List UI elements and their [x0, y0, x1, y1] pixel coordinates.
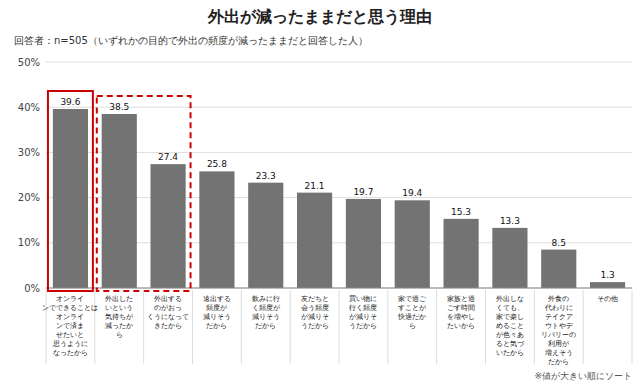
bar: [541, 250, 576, 288]
grid-line: [46, 288, 632, 289]
x-tick-label: 家族と過ごす時間を増やしたいから: [447, 295, 475, 330]
data-label: 8.5: [552, 238, 566, 248]
x-tick-label: 外出するのがおっくうになってきたから: [147, 295, 189, 330]
x-tick-label: 家で過ごすことが快適だから: [397, 295, 427, 330]
grid-line: [46, 107, 632, 108]
label-divider: [143, 290, 144, 364]
data-label: 19.4: [402, 188, 422, 198]
x-tick-label: 遠出する頻度が減りそうだから: [203, 295, 231, 330]
x-tick-label: 外食の代わりにテイクアウトやデリバリーの利用が増えそうだから: [541, 295, 576, 366]
data-label: 27.4: [158, 152, 178, 162]
bar: [444, 219, 479, 288]
label-divider: [632, 290, 633, 364]
title: 外出が減ったままだと思う理由: [207, 7, 432, 26]
subtitle: 回答者：n=505（いずれかの目的で外出の頻度が減ったままだと回答した人）: [14, 35, 368, 47]
bar: [590, 282, 625, 288]
y-tick-label: 20%: [18, 192, 40, 203]
x-tick-label: オンラインでできることはオンラインで済ませたいと思うようになったから: [42, 295, 98, 357]
x-tick-label: 友だちと会う頻度が減りそうだから: [301, 295, 329, 330]
bar: [297, 193, 332, 288]
data-label: 15.3: [451, 207, 471, 217]
highlight-box: [97, 96, 191, 291]
chart: 外出が減ったままだと思う理由回答者：n=505（いずれかの目的で外出の頻度が減っ…: [0, 0, 640, 387]
y-tick-label: 40%: [18, 102, 40, 113]
x-tick-label: 外出しなくても、家で楽しめることが色々あると気づいたから: [496, 295, 525, 357]
bar: [395, 200, 430, 288]
data-label: 19.7: [353, 187, 373, 197]
label-divider: [339, 290, 340, 364]
x-tick-label: その他: [597, 295, 618, 303]
y-tick-label: 0%: [24, 283, 40, 294]
bar: [53, 109, 88, 288]
bar: [151, 164, 186, 288]
x-tick-label: 飲みに行く頻度が減りそうだから: [252, 295, 281, 330]
bar: [346, 199, 381, 288]
bars: [53, 109, 625, 288]
bar: [199, 171, 234, 288]
y-tick-label: 50%: [18, 57, 40, 68]
label-divider: [583, 290, 584, 364]
data-label: 39.6: [60, 97, 80, 107]
footnote: ※値が大きい順にソート: [534, 371, 632, 381]
data-label: 38.5: [109, 102, 129, 112]
bar: [492, 228, 527, 288]
y-tick-label: 10%: [18, 237, 40, 248]
label-divider: [46, 290, 47, 364]
label-divider: [387, 290, 388, 364]
x-tick-label: 外出したいという気持ちが減ったから: [105, 295, 134, 339]
data-label: 25.8: [207, 159, 227, 169]
bar: [102, 114, 137, 288]
grid-line: [46, 62, 632, 63]
label-divider: [241, 290, 242, 364]
data-label: 23.3: [256, 171, 276, 181]
label-divider: [94, 290, 95, 364]
data-label: 1.3: [600, 270, 614, 280]
label-divider: [436, 290, 437, 364]
label-divider: [192, 290, 193, 364]
x-tick-label: 買い物に行く頻度が減りそうだから: [349, 295, 377, 330]
highlight-box: [48, 91, 93, 291]
label-divider: [485, 290, 486, 364]
data-label: 21.1: [305, 181, 325, 191]
data-label: 13.3: [500, 216, 520, 226]
bar: [248, 183, 283, 288]
label-divider: [290, 290, 291, 364]
data-labels: 39.6 38.5 27.4 25.8 23.3 21.1 19.7 19.4 15.3 13.3…: [60, 97, 614, 280]
x-axis-line: [46, 288, 632, 289]
x-axis: オンラインでできることはオンラインで済ませたいと思うようになったから外出したいと…: [42, 290, 632, 366]
y-axis: 0% 10% 20% 30% 40% 50%: [18, 57, 632, 294]
label-divider: [534, 290, 535, 364]
y-tick-label: 30%: [18, 147, 40, 158]
